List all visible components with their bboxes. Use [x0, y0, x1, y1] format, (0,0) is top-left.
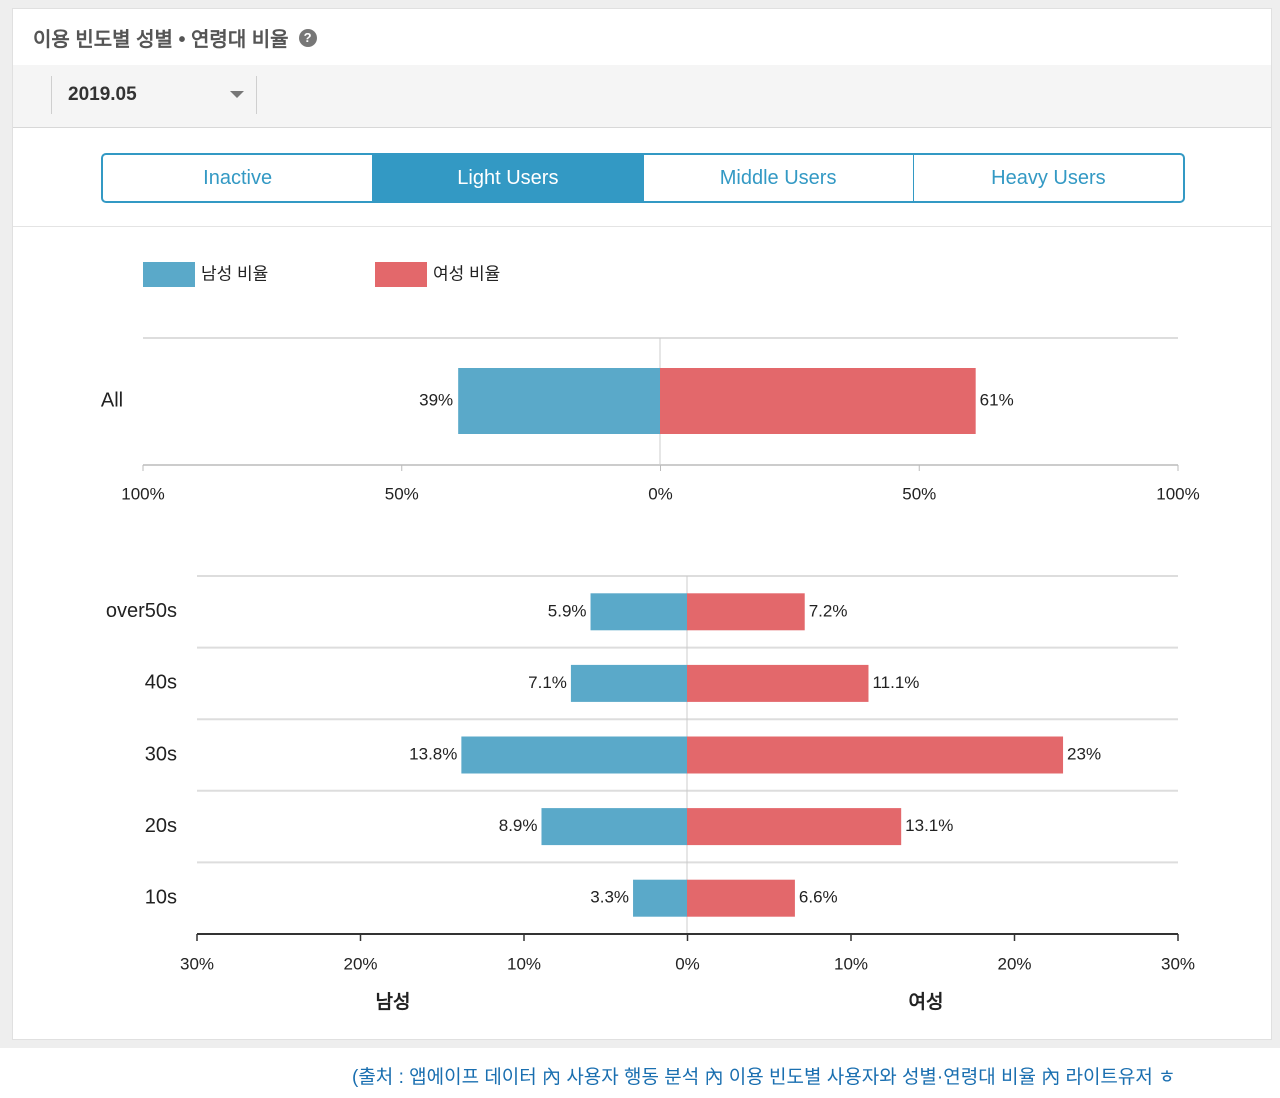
bar-male-20s: [541, 808, 687, 846]
bar-female-over50s: [687, 593, 805, 631]
data-label-female: 11.1%: [872, 673, 919, 692]
x-side-label-male: 남성: [376, 991, 411, 1013]
category-label-20s: 20s: [145, 815, 177, 837]
category-label-30s: 30s: [145, 743, 177, 765]
caret-down-icon: [230, 91, 244, 98]
legend-label-male: 남성 비율: [201, 264, 268, 283]
x-tick-label: 0%: [648, 484, 673, 503]
filter-bar: 2019.05: [13, 65, 1271, 128]
x-tick-label: 30%: [1161, 954, 1195, 973]
tab-light-users[interactable]: Light Users: [373, 155, 644, 201]
legend-swatch-female: [375, 262, 427, 287]
data-label-male: 7.1%: [528, 673, 567, 692]
bar-male-over50s: [590, 593, 687, 631]
legend-label-female: 여성 비율: [433, 264, 500, 283]
bar-male-all: [458, 368, 660, 434]
category-label-over50s: over50s: [106, 600, 177, 622]
card-title-text: 이용 빈도별 성별 • 연령대 비율: [33, 29, 289, 51]
source-note: (출처 : 앱에이프 데이터 內 사용자 행동 분석 內 이용 빈도별 사용자와…: [352, 1067, 1176, 1088]
month-select-value: 2019.05: [68, 84, 137, 105]
x-tick-label: 50%: [385, 484, 419, 503]
category-label-40s: 40s: [145, 672, 177, 694]
user-type-tabs: Inactive Light Users Middle Users Heavy …: [101, 153, 1185, 203]
x-tick-label: 0%: [675, 954, 700, 973]
bar-male-30s: [461, 736, 687, 774]
data-label-female: 61%: [980, 390, 1014, 409]
tab-middle-users[interactable]: Middle Users: [644, 155, 914, 201]
bar-female-30s: [687, 736, 1064, 774]
month-select[interactable]: 2019.05: [51, 76, 257, 114]
x-tick-label: 100%: [121, 484, 164, 503]
question-circle-icon[interactable]: ?: [298, 28, 317, 47]
tab-heavy-users[interactable]: Heavy Users: [914, 155, 1183, 201]
data-label-female: 13.1%: [905, 816, 953, 835]
data-label-male: 3.3%: [590, 888, 629, 907]
x-tick-label: 50%: [902, 484, 936, 503]
tab-label: Middle Users: [719, 166, 837, 189]
card-title: 이용 빈도별 성별 • 연령대 비율 ?: [33, 23, 317, 52]
bar-female-40s: [687, 664, 869, 702]
bar-female-10s: [687, 879, 795, 917]
data-label-male: 8.9%: [499, 816, 538, 835]
chart-card: 이용 빈도별 성별 • 연령대 비율 ? 2019.05 Inactive Li…: [12, 8, 1272, 1040]
bar-female-20s: [687, 808, 902, 846]
gender-age-chart: 남성 비율 여성 비율 All 39% 61% 100% 50% 0% 50% 100% over5…: [101, 262, 1200, 1013]
data-label-male: 39%: [419, 390, 453, 409]
x-tick-label: 10%: [507, 954, 541, 973]
data-label-female: 7.2%: [809, 601, 848, 620]
section-divider: [13, 226, 1271, 227]
category-label-10s: 10s: [145, 886, 177, 908]
tab-inactive[interactable]: Inactive: [103, 155, 374, 201]
data-label-male: 13.8%: [409, 744, 457, 763]
x-tick-label: 20%: [343, 954, 377, 973]
tab-label: Heavy Users: [991, 166, 1106, 189]
data-label-male: 5.9%: [548, 601, 587, 620]
tab-label: Light Users: [457, 166, 559, 189]
data-label-female: 23%: [1067, 744, 1101, 763]
bar-male-40s: [570, 664, 687, 702]
bar-male-10s: [633, 879, 687, 917]
legend-swatch-male: [143, 262, 195, 287]
x-side-label-female: 여성: [909, 991, 944, 1013]
x-tick-label: 10%: [834, 954, 868, 973]
x-tick-label: 30%: [180, 954, 214, 973]
tab-label: Inactive: [203, 166, 273, 189]
x-tick-label: 100%: [1156, 484, 1199, 503]
x-tick-label: 20%: [997, 954, 1031, 973]
bar-female-all: [660, 368, 976, 434]
data-label-female: 6.6%: [799, 888, 838, 907]
category-label-all: All: [101, 389, 123, 411]
